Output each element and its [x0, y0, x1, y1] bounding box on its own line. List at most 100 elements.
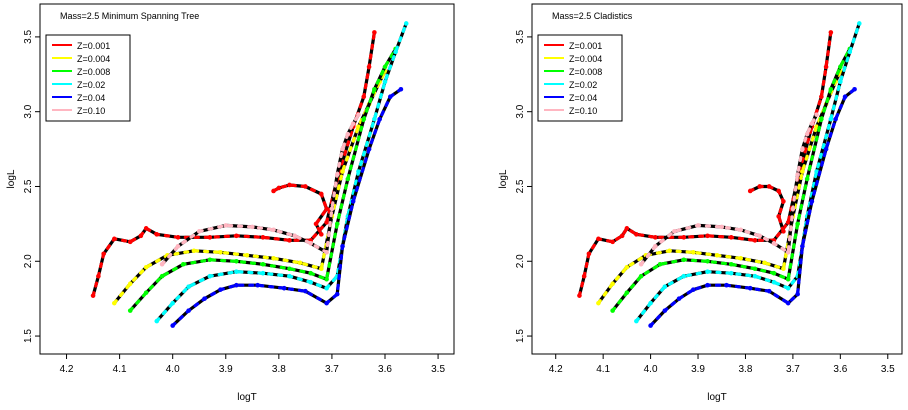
- data-point: [127, 281, 133, 287]
- x-tick-label: 4.2: [60, 364, 74, 375]
- data-point: [634, 318, 639, 324]
- y-tick-label: 1.5: [515, 329, 526, 343]
- data-point: [218, 249, 223, 255]
- data-point: [372, 116, 377, 122]
- data-point: [372, 86, 377, 92]
- data-point: [350, 199, 356, 204]
- data-point: [255, 282, 260, 288]
- data-point: [790, 206, 796, 212]
- data-point: [303, 184, 308, 189]
- chart-panel-2: 4.2 4.1 4.0 3.9 3.8 3.7 3.6 3.5 1.5 2.0 2.5 3.0 3.5 l…: [498, 3, 903, 403]
- series-line: [171, 87, 403, 328]
- data-point: [747, 188, 753, 194]
- data-point: [90, 293, 96, 298]
- data-point: [313, 221, 319, 227]
- data-point: [705, 258, 710, 264]
- data-point: [175, 244, 181, 249]
- data-point: [705, 233, 710, 239]
- data-point: [757, 233, 762, 239]
- data-point: [207, 235, 213, 240]
- data-point: [857, 21, 862, 26]
- data-point: [728, 235, 734, 240]
- data-point: [653, 244, 658, 249]
- data-point: [771, 241, 777, 246]
- y-tick-label: 2.0: [515, 254, 526, 268]
- data-point: [154, 232, 160, 237]
- data-point: [112, 236, 117, 242]
- y-tick-label: 3.0: [23, 104, 34, 118]
- data-point: [800, 169, 805, 174]
- data-point: [308, 279, 313, 285]
- chart-title: Mass=2.5 Minimum Spanning Tree: [60, 11, 199, 21]
- data-point: [324, 220, 329, 225]
- legend: [537, 34, 623, 122]
- data-point: [340, 244, 345, 249]
- data-point: [842, 94, 848, 100]
- data-point: [804, 176, 810, 182]
- data-point: [234, 258, 239, 264]
- data-point: [329, 206, 335, 212]
- data-point: [159, 273, 165, 279]
- data-point: [681, 273, 687, 279]
- series-line: [648, 87, 857, 328]
- legend-entry: Z=0.004: [77, 54, 110, 64]
- x-tick-label: 3.7: [786, 364, 800, 375]
- data-point: [234, 269, 239, 275]
- data-point: [624, 264, 630, 270]
- x-tick-label: 3.5: [881, 364, 895, 375]
- data-point: [624, 226, 630, 231]
- data-point: [366, 64, 372, 70]
- legend-entry: Z=0.004: [569, 54, 602, 64]
- data-point: [838, 79, 843, 85]
- data-point: [771, 279, 777, 285]
- data-point: [234, 233, 239, 239]
- data-point: [785, 276, 791, 282]
- data-point: [186, 308, 191, 313]
- data-point: [345, 176, 351, 182]
- data-point: [170, 300, 175, 306]
- data-point: [324, 300, 329, 306]
- data-point: [244, 252, 250, 258]
- data-point: [287, 238, 292, 243]
- data-point: [695, 223, 701, 228]
- data-point: [781, 266, 786, 272]
- data-point: [287, 182, 292, 188]
- data-point: [207, 273, 213, 279]
- data-point: [366, 146, 372, 152]
- y-tick-label: 3.5: [23, 30, 34, 44]
- data-point: [833, 116, 838, 122]
- data-point: [324, 285, 329, 291]
- data-point: [814, 112, 819, 117]
- data-point: [800, 146, 805, 152]
- data-point: [218, 287, 223, 292]
- data-point: [287, 266, 292, 272]
- data-point: [610, 239, 615, 245]
- chart-panel-1: 4.2 4.1 4.0 3.9 3.8 3.7 3.6 3.5 1.5 2.0 2.5 3.0 3.5 l…: [6, 3, 455, 403]
- legend-entry: Z=0.02: [77, 80, 105, 90]
- data-point: [747, 285, 753, 291]
- x-tick-label: 3.8: [739, 364, 753, 375]
- data-point: [681, 257, 687, 263]
- data-point: [610, 308, 615, 313]
- data-point: [619, 233, 625, 239]
- plot-frame: [531, 3, 903, 355]
- x-tick-label: 3.9: [691, 364, 705, 375]
- data-point: [785, 249, 791, 255]
- series-line: [128, 47, 398, 313]
- data-point: [271, 227, 276, 233]
- data-point: [382, 64, 388, 70]
- data-point: [653, 235, 658, 240]
- data-point: [345, 131, 351, 137]
- data-point: [303, 288, 308, 294]
- data-point: [823, 64, 829, 70]
- data-point: [112, 300, 117, 306]
- data-point: [372, 30, 377, 35]
- data-point: [297, 260, 303, 266]
- data-point: [260, 270, 266, 276]
- data-point: [398, 86, 404, 92]
- data-point: [771, 270, 777, 276]
- data-point: [676, 296, 682, 301]
- data-point: [276, 185, 282, 191]
- legend-entry: Z=0.008: [569, 67, 602, 77]
- data-point: [287, 273, 292, 279]
